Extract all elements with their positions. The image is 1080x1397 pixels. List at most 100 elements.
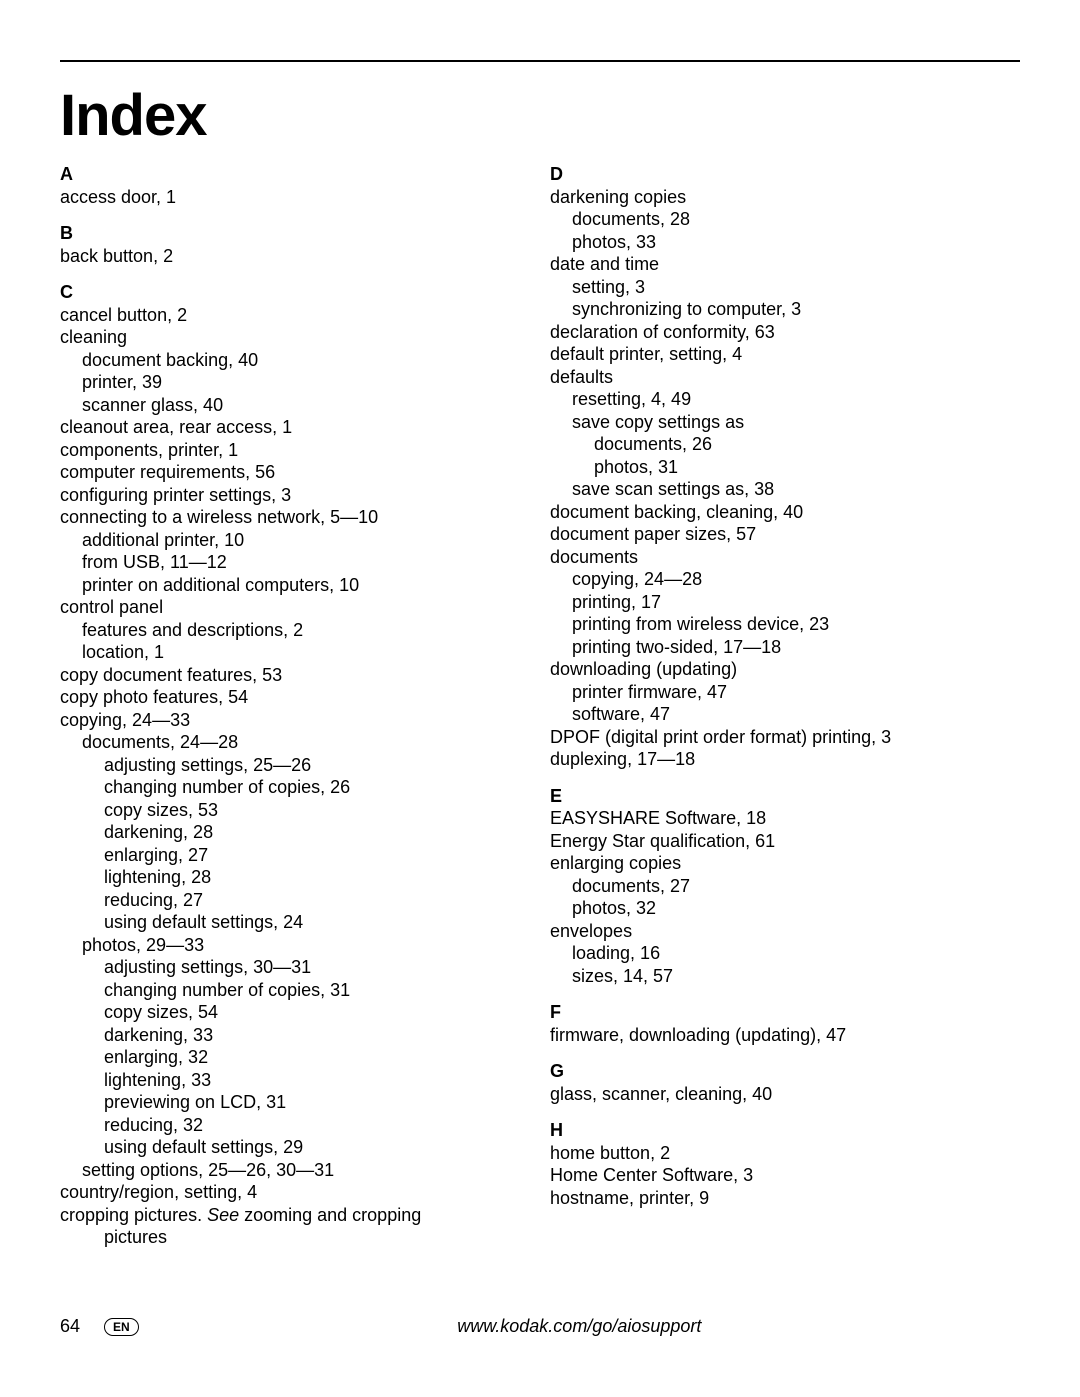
index-entry: pictures (60, 1226, 530, 1249)
index-section-F: F (550, 1001, 1020, 1024)
index-entry: synchronizing to computer, 3 (550, 298, 1020, 321)
index-entry: resetting, 4, 49 (550, 388, 1020, 411)
index-entry: photos, 32 (550, 897, 1020, 920)
index-entry: default printer, setting, 4 (550, 343, 1020, 366)
index-entry: darkening copies (550, 186, 1020, 209)
index-entry: date and time (550, 253, 1020, 276)
index-entry: control panel (60, 596, 530, 619)
index-entry: documents (550, 546, 1020, 569)
index-section-H: H (550, 1119, 1020, 1142)
index-entry: photos, 29—33 (60, 934, 530, 957)
index-entry: lightening, 33 (60, 1069, 530, 1092)
index-entry: country/region, setting, 4 (60, 1181, 530, 1204)
footer-url: www.kodak.com/go/aiosupport (139, 1316, 1020, 1337)
index-entry: scanner glass, 40 (60, 394, 530, 417)
index-entry: adjusting settings, 30—31 (60, 956, 530, 979)
index-entry: using default settings, 29 (60, 1136, 530, 1159)
index-entry: darkening, 33 (60, 1024, 530, 1047)
index-columns: Aaccess door, 1 Bback button, 2 Ccancel bu… (60, 163, 1020, 1249)
index-section-B: B (60, 222, 530, 245)
index-entry: loading, 16 (550, 942, 1020, 965)
index-entry: declaration of conformity, 63 (550, 321, 1020, 344)
index-entry: downloading (updating) (550, 658, 1020, 681)
index-left-column: Aaccess door, 1 Bback button, 2 Ccancel bu… (60, 163, 530, 1249)
index-entry: home button, 2 (550, 1142, 1020, 1165)
index-entry: software, 47 (550, 703, 1020, 726)
index-entry: printing, 17 (550, 591, 1020, 614)
index-entry: Energy Star qualification, 61 (550, 830, 1020, 853)
index-entry: components, printer, 1 (60, 439, 530, 462)
index-entry: copy photo features, 54 (60, 686, 530, 709)
index-entry: cleaning (60, 326, 530, 349)
index-entry: document paper sizes, 57 (550, 523, 1020, 546)
index-entry: document backing, cleaning, 40 (550, 501, 1020, 524)
index-entry: documents, 27 (550, 875, 1020, 898)
page-number: 64 (60, 1316, 100, 1337)
index-entry: printer, 39 (60, 371, 530, 394)
index-entry: additional printer, 10 (60, 529, 530, 552)
index-entry: from USB, 11—12 (60, 551, 530, 574)
page-title: Index (60, 82, 1020, 149)
index-entry: configuring printer settings, 3 (60, 484, 530, 507)
index-entry: documents, 26 (550, 433, 1020, 456)
index-entry: previewing on LCD, 31 (60, 1091, 530, 1114)
index-entry: documents, 24—28 (60, 731, 530, 754)
index-section-E: E (550, 785, 1020, 808)
index-entry: envelopes (550, 920, 1020, 943)
index-entry: copy sizes, 53 (60, 799, 530, 822)
index-entry: documents, 28 (550, 208, 1020, 231)
index-entry: copying, 24—28 (550, 568, 1020, 591)
index-entry: save scan settings as, 38 (550, 478, 1020, 501)
index-entry: firmware, downloading (updating), 47 (550, 1024, 1020, 1047)
index-right-column: Ddarkening copiesdocuments, 28photos, 33… (550, 163, 1020, 1249)
index-entry: darkening, 28 (60, 821, 530, 844)
index-section-D: D (550, 163, 1020, 186)
index-entry: reducing, 27 (60, 889, 530, 912)
language-badge: EN (104, 1318, 139, 1336)
index-entry: using default settings, 24 (60, 911, 530, 934)
index-entry: changing number of copies, 26 (60, 776, 530, 799)
index-entry: printing two-sided, 17—18 (550, 636, 1020, 659)
index-entry: document backing, 40 (60, 349, 530, 372)
index-entry: copy sizes, 54 (60, 1001, 530, 1024)
index-entry: setting, 3 (550, 276, 1020, 299)
index-entry: printer on additional computers, 10 (60, 574, 530, 597)
index-entry: enlarging, 27 (60, 844, 530, 867)
index-entry: printer firmware, 47 (550, 681, 1020, 704)
index-section-G: G (550, 1060, 1020, 1083)
index-entry: enlarging, 32 (60, 1046, 530, 1069)
index-entry: lightening, 28 (60, 866, 530, 889)
index-entry: photos, 31 (550, 456, 1020, 479)
index-entry: photos, 33 (550, 231, 1020, 254)
index-entry: copying, 24—33 (60, 709, 530, 732)
index-entry: DPOF (digital print order format) printi… (550, 726, 1020, 749)
index-entry: cropping pictures. See zooming and cropp… (60, 1204, 530, 1227)
index-entry: back button, 2 (60, 245, 530, 268)
index-entry: adjusting settings, 25—26 (60, 754, 530, 777)
index-entry: access door, 1 (60, 186, 530, 209)
index-entry: features and descriptions, 2 (60, 619, 530, 642)
index-entry: glass, scanner, cleaning, 40 (550, 1083, 1020, 1106)
index-entry: defaults (550, 366, 1020, 389)
index-entry: enlarging copies (550, 852, 1020, 875)
index-entry: save copy settings as (550, 411, 1020, 434)
index-section-C: C (60, 281, 530, 304)
index-entry: copy document features, 53 (60, 664, 530, 687)
index-entry: setting options, 25—26, 30—31 (60, 1159, 530, 1182)
index-entry: location, 1 (60, 641, 530, 664)
index-section-A: A (60, 163, 530, 186)
index-entry: Home Center Software, 3 (550, 1164, 1020, 1187)
index-entry: duplexing, 17—18 (550, 748, 1020, 771)
index-entry: hostname, printer, 9 (550, 1187, 1020, 1210)
page-footer: 64 EN www.kodak.com/go/aiosupport (60, 1316, 1020, 1337)
index-entry: printing from wireless device, 23 (550, 613, 1020, 636)
top-rule (60, 60, 1020, 62)
index-entry: sizes, 14, 57 (550, 965, 1020, 988)
index-entry: computer requirements, 56 (60, 461, 530, 484)
index-entry: cleanout area, rear access, 1 (60, 416, 530, 439)
index-entry: reducing, 32 (60, 1114, 530, 1137)
index-entry: connecting to a wireless network, 5—10 (60, 506, 530, 529)
index-entry: cancel button, 2 (60, 304, 530, 327)
index-entry: changing number of copies, 31 (60, 979, 530, 1002)
index-entry: EASYSHARE Software, 18 (550, 807, 1020, 830)
